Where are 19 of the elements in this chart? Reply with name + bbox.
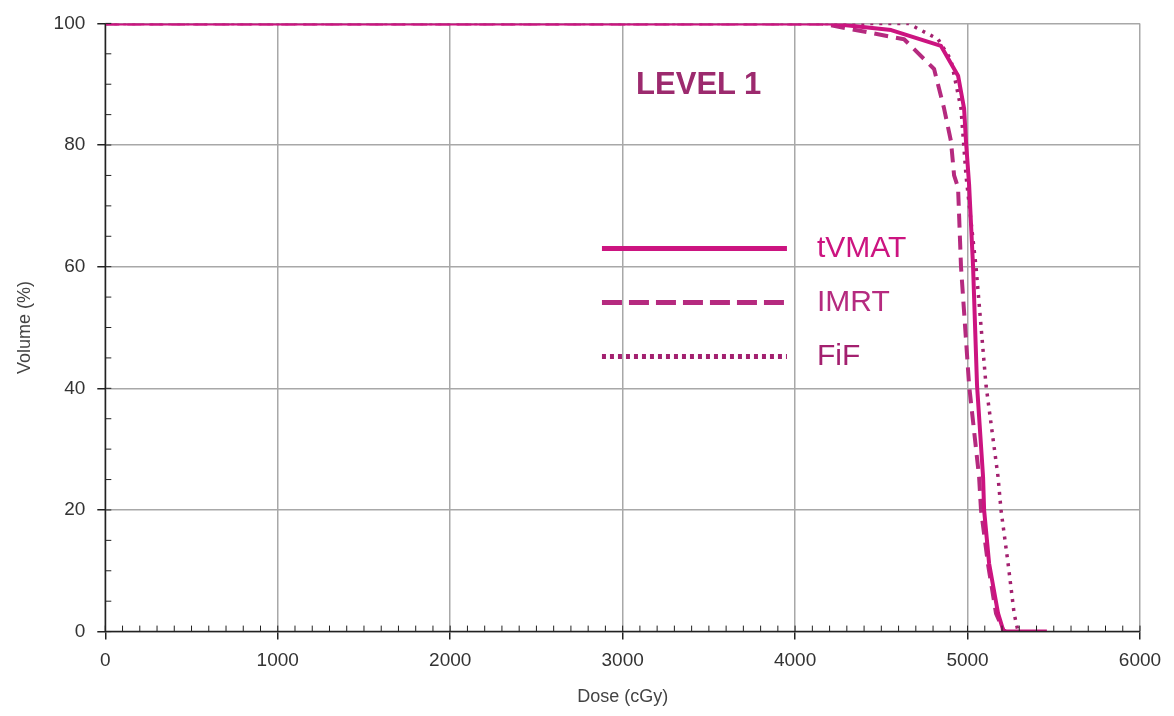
annotation: LEVEL 1 <box>636 65 762 101</box>
x-tick-label: 1000 <box>256 649 299 671</box>
y-tick-label: 40 <box>64 376 86 398</box>
text: tVMAT <box>816 229 907 263</box>
y-tick-label: 20 <box>64 498 86 520</box>
x-tick-label: 3000 <box>601 649 644 671</box>
y-tick-label: 80 <box>64 133 86 155</box>
y-axis-title: Volume (%) <box>13 280 34 375</box>
x-tick-label: 5000 <box>946 649 989 671</box>
text: FiF <box>816 337 861 371</box>
text: IMRT <box>816 283 890 317</box>
x-tick-label: 0 <box>100 649 111 671</box>
x-tick-label: 4000 <box>773 649 817 671</box>
x-tick-label: 2000 <box>429 649 472 671</box>
y-tick-label: 60 <box>64 254 86 276</box>
y-tick-label: 100 <box>53 11 86 33</box>
y-tick-label: 0 <box>74 619 86 641</box>
x-axis-title: Dose (cGy) <box>577 686 669 707</box>
x-tick-label: 6000 <box>1118 649 1162 671</box>
